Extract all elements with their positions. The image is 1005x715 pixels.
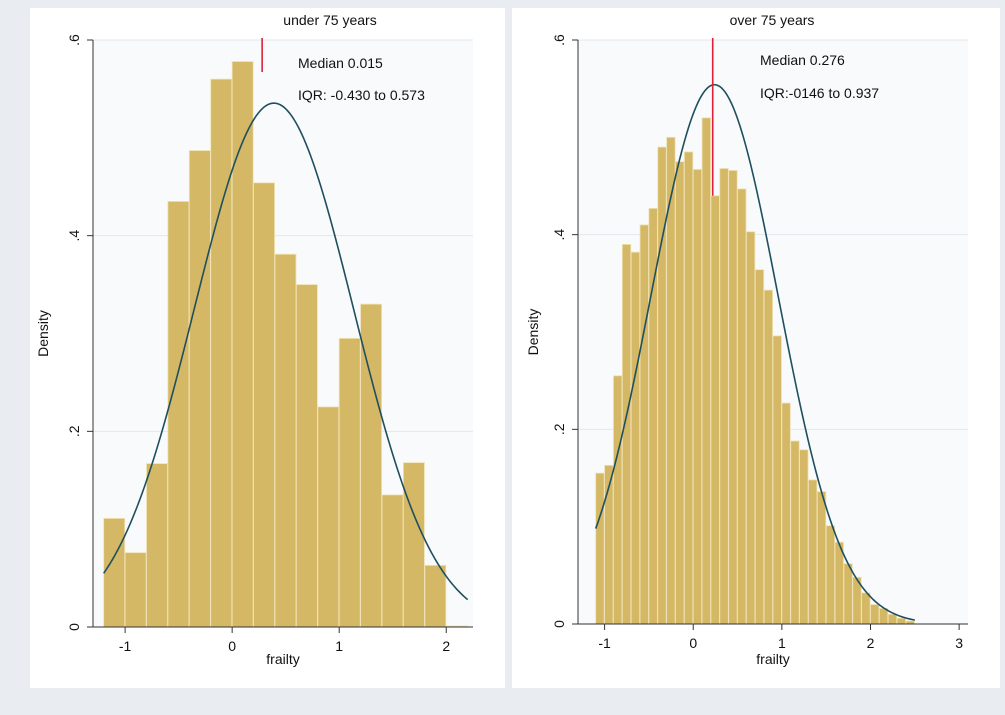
x-tick-label: 2: [867, 635, 875, 651]
y-tick-label: 0: [551, 620, 567, 628]
histogram-bar: [843, 563, 853, 625]
histogram-bar: [103, 518, 126, 628]
x-tick-label: 1: [335, 638, 343, 654]
histogram-bar: [360, 303, 383, 628]
histogram-bar: [424, 564, 447, 628]
histogram-bar: [657, 146, 667, 625]
x-tick-label: 0: [689, 635, 697, 651]
chart-panel-1: 0 .2 .4 .6 -1 0 1 2 under 75 years frailty Density…: [30, 8, 505, 688]
histogram-bar: [683, 151, 694, 625]
y-tick-label: .2: [551, 423, 567, 435]
histogram-bar: [124, 552, 147, 628]
histogram-bar: [295, 284, 318, 628]
histogram-bar: [861, 592, 871, 625]
histogram-bar: [816, 491, 827, 625]
histogram-bar: [896, 617, 906, 625]
histogram-bar: [790, 440, 800, 625]
y-axis-label: Density: [35, 310, 51, 357]
histogram-bar: [772, 335, 782, 625]
histogram-bar: [231, 61, 254, 628]
histogram-bar: [799, 449, 809, 625]
histogram-bar: [675, 161, 685, 625]
histogram-bar: [754, 269, 765, 625]
normal-density-curve: [103, 102, 469, 601]
chart-title: over 75 years: [730, 12, 815, 28]
x-tick-label: 3: [955, 635, 963, 651]
histogram-bar: [737, 188, 747, 625]
histogram-bar: [146, 463, 168, 628]
histogram-bar: [188, 150, 211, 628]
histogram-bar: [621, 243, 632, 625]
histogram-bar: [692, 169, 703, 625]
y-tick-label: .4: [66, 230, 82, 242]
y-tick-label: .6: [551, 34, 567, 46]
histogram-bar: [639, 224, 649, 625]
histogram-bar: [403, 462, 425, 628]
histogram-bar: [167, 201, 190, 628]
histogram-bar: [719, 168, 729, 625]
histogram-bar: [274, 253, 297, 628]
histogram-bar: [630, 251, 641, 625]
median-annotation: Median 0.276: [760, 52, 845, 68]
histogram-bar: [317, 406, 340, 628]
histogram-bar: [825, 525, 836, 625]
histogram-bar: [595, 472, 605, 625]
y-tick-label: .2: [66, 425, 82, 437]
histogram-bar: [746, 231, 756, 625]
y-tick-label: .4: [551, 229, 567, 241]
histogram-bar: [381, 494, 404, 628]
y-tick-label: 0: [66, 623, 82, 631]
x-tick-label: 1: [778, 635, 786, 651]
y-tick-label: .6: [66, 34, 82, 46]
histogram-bar: [613, 375, 623, 625]
histogram-bar: [763, 289, 773, 625]
x-tick-label: 0: [228, 638, 236, 654]
histogram-bar: [878, 608, 889, 625]
histogram-bar: [701, 117, 711, 625]
iqr-annotation: IQR: -0.430 to 0.573: [298, 87, 425, 103]
chart-panel-2: 0 .2 .4 .6 -1 0 1 2 3 over 75 years frailty Density…: [512, 8, 1000, 688]
x-tick-label: -1: [119, 638, 132, 654]
x-tick-label: 2: [442, 638, 450, 654]
histogram-bar: [870, 604, 880, 625]
histogram-bar: [253, 182, 275, 628]
histogram-bar: [781, 402, 791, 625]
histogram-bar: [808, 479, 818, 625]
y-axis-label: Density: [525, 309, 541, 356]
histogram-bar: [210, 78, 233, 628]
histogram-bar: [834, 541, 844, 625]
histogram-bar: [338, 337, 361, 628]
median-annotation: Median 0.015: [298, 55, 383, 71]
iqr-annotation: IQR:-0146 to 0.937: [760, 85, 879, 101]
chart-title: under 75 years: [283, 12, 376, 28]
histogram-bar: [728, 170, 738, 625]
x-tick-label: -1: [598, 635, 611, 651]
histogram-bar: [710, 195, 720, 625]
x-axis-label: frailty: [756, 651, 789, 667]
histogram-bar: [887, 613, 898, 625]
x-axis-label: frailty: [266, 651, 299, 667]
normal-density-curve: [594, 83, 915, 621]
